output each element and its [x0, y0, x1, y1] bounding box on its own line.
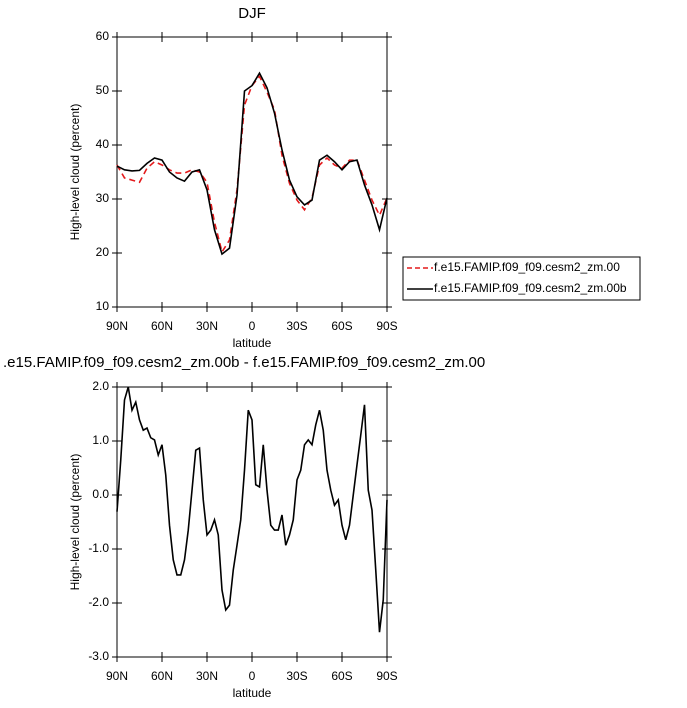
data-line	[116, 74, 388, 254]
y-tick-label: 50	[96, 83, 110, 97]
x-tick-label: 0	[249, 669, 256, 683]
x-tick-label: 90N	[106, 319, 128, 333]
y-tick-label: 1.0	[92, 433, 109, 447]
chart-title: .e15.FAMIP.f09_f09.cesm2_zm.00b - f.e15.…	[3, 354, 485, 371]
x-tick-label: 30N	[196, 669, 218, 683]
x-tick-label: 0	[249, 319, 256, 333]
plot-frame	[116, 36, 388, 308]
data-line	[116, 71, 388, 256]
y-tick-label: 40	[96, 137, 110, 151]
y-axis-label: High-level cloud (percent)	[68, 454, 82, 591]
y-tick-label: -1.0	[88, 541, 109, 555]
y-tick-label: -3.0	[88, 649, 109, 663]
x-axis-label: latitude	[233, 336, 272, 350]
x-tick-label: 90S	[376, 669, 397, 683]
y-axis-label: High-level cloud (percent)	[68, 104, 82, 241]
x-tick-label: 60S	[331, 319, 352, 333]
x-tick-label: 30S	[286, 669, 307, 683]
y-tick-label: 60	[96, 29, 110, 43]
x-tick-label: 30S	[286, 319, 307, 333]
legend-label: f.e15.FAMIP.f09_f09.cesm2_zm.00b	[434, 281, 627, 295]
chart-title: DJF	[238, 5, 266, 22]
x-tick-label: 90S	[376, 319, 397, 333]
legend-box	[402, 256, 641, 301]
data-line	[116, 386, 388, 633]
x-tick-label: 60N	[151, 669, 173, 683]
y-tick-label: 10	[96, 299, 110, 313]
x-tick-label: 90N	[106, 669, 128, 683]
y-tick-label: 2.0	[92, 379, 109, 393]
x-tick-label: 60N	[151, 319, 173, 333]
x-axis-label: latitude	[233, 686, 272, 700]
y-tick-label: 0.0	[92, 487, 109, 501]
y-tick-label: 30	[96, 191, 110, 205]
legend-label: f.e15.FAMIP.f09_f09.cesm2_zm.00	[434, 260, 620, 274]
y-tick-label: 20	[96, 245, 110, 259]
x-tick-label: 30N	[196, 319, 218, 333]
y-tick-label: -2.0	[88, 595, 109, 609]
x-tick-label: 60S	[331, 669, 352, 683]
